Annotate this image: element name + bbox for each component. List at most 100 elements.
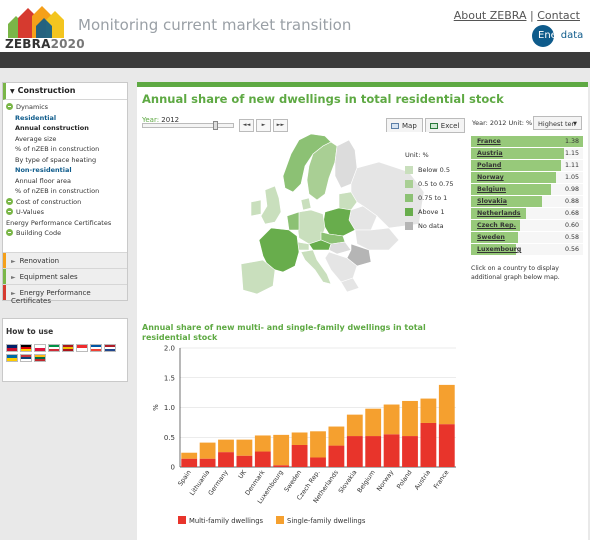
sidebar-group-item[interactable]: Cost of construction [6, 197, 127, 208]
excel-button[interactable]: Excel [424, 118, 466, 133]
ranking-row[interactable]: Luxembourg 0.56 [471, 243, 583, 255]
ranking-country-link[interactable]: Luxembourg [477, 245, 522, 253]
language-flag-icon[interactable] [76, 344, 88, 352]
ranking-row[interactable]: Slovakia 0.88 [471, 195, 583, 208]
language-flag-icon[interactable] [20, 354, 32, 362]
play-button[interactable]: ► [256, 119, 271, 132]
chart-title: Annual share of new multi- and single-fa… [142, 323, 426, 342]
sidebar-item[interactable]: Annual floor area [15, 176, 71, 185]
sidebar-item[interactable]: % of nZEB in construction [15, 145, 100, 153]
ranking-row[interactable]: Netherlands 0.68 [471, 207, 583, 219]
ranking-country-link[interactable]: Czech Rep. [477, 221, 516, 229]
ranking-bar [471, 171, 557, 184]
language-flag-icon[interactable] [48, 344, 60, 352]
language-flag-icon[interactable] [90, 344, 102, 352]
top-links: About ZEBRA | Contact [454, 9, 580, 22]
language-flag-icon[interactable] [6, 354, 18, 362]
sidebar-item[interactable]: By type of space heating [15, 155, 97, 164]
site-title: Monitoring current market transition [78, 16, 352, 34]
sidebar-section-construction[interactable]: ▼ Construction [3, 83, 127, 100]
language-flag-icon[interactable] [62, 344, 74, 352]
language-flag-icon[interactable] [34, 344, 46, 352]
ranking-value: 1.15 [564, 149, 579, 157]
about-link[interactable]: About ZEBRA [453, 9, 527, 22]
ranking-country-link[interactable]: Sweden [477, 233, 505, 241]
enerdata-logo[interactable]: Enerdata [532, 25, 583, 47]
ranking-row[interactable]: Czech Rep. 0.60 [471, 219, 583, 231]
sidebar-item[interactable]: % of nZEB in construction [15, 187, 100, 195]
legend-swatch [405, 208, 413, 216]
ranking-bar [471, 195, 543, 208]
country-sweden [306, 141, 338, 201]
country-italy [300, 249, 332, 285]
country-spain [240, 259, 276, 294]
bar-multi-family [181, 458, 198, 467]
bar-multi-family [199, 458, 216, 467]
x-tick-label: Spain [177, 469, 193, 487]
year-slider-handle[interactable] [213, 121, 218, 130]
language-flag-icon[interactable] [34, 354, 46, 362]
main-panel: Annual share of new dwellings in total r… [137, 82, 588, 540]
ranking-country-link[interactable]: Poland [477, 161, 502, 169]
country-uk [260, 185, 282, 225]
language-flag-icon[interactable] [104, 344, 116, 352]
sidebar-group-item[interactable]: U-Values [6, 207, 127, 218]
ranking-country-link[interactable]: Austria [477, 149, 503, 157]
language-flag-icon[interactable] [20, 344, 32, 352]
accordion-equip[interactable]: ► Equipment sales [3, 268, 127, 284]
ranking-value: 1.38 [564, 138, 579, 145]
language-flag-icon[interactable] [6, 344, 18, 352]
ranking-country-link[interactable]: France [477, 138, 501, 145]
sidebar-group-item[interactable]: Dynamics [6, 102, 127, 113]
triangle-down-icon: ▼ [10, 88, 15, 95]
x-tick-label: Austria [414, 469, 433, 491]
year-slider[interactable] [142, 121, 234, 130]
ranking-value: 0.58 [564, 233, 579, 241]
ranking-bar [471, 243, 517, 255]
collapse-circle-icon [6, 197, 13, 205]
map-legend: Unit: % Below 0.5 0.5 to 0.75 0.75 to 1 Abo… [405, 151, 459, 233]
ranking-bar [471, 159, 562, 172]
country-ireland [250, 199, 262, 217]
ranking-value: 0.68 [564, 209, 579, 217]
ranking-row[interactable]: Norway 1.05 [471, 171, 583, 184]
contact-link[interactable]: Contact [537, 9, 580, 22]
bar-multi-family [402, 436, 418, 467]
ranking-country-link[interactable]: Slovakia [477, 197, 507, 205]
bar-multi-family [420, 422, 437, 467]
ranking-row[interactable]: Belgium 0.98 [471, 183, 583, 196]
header-dark-bar [0, 52, 590, 68]
ranking-row[interactable]: France 1.38 [471, 136, 583, 148]
sort-select[interactable]: Highest ten ▼ [533, 116, 582, 130]
country-denmark [300, 197, 312, 211]
sidebar-subheading[interactable]: Residential [15, 113, 57, 122]
ranking-row[interactable]: Poland 1.11 [471, 159, 583, 172]
x-tick-label: UK [237, 468, 248, 480]
map-button[interactable]: Map [386, 118, 423, 133]
bar-single-family [310, 431, 326, 458]
x-tick-label: Slovakia [338, 469, 359, 495]
y-tick-label: 1.0 [164, 404, 175, 412]
ranking-row[interactable]: Austria 1.15 [471, 147, 583, 160]
legend-swatch [405, 166, 413, 174]
sidebar-item[interactable]: Energy Performance Certificates [6, 218, 112, 227]
fast-forward-button[interactable]: ►► [273, 119, 288, 132]
chart-legend-label: Multi-family dwellings [189, 517, 264, 525]
accordion-reno[interactable]: ► Renovation [3, 252, 127, 268]
ranking-row[interactable]: Sweden 0.58 [471, 231, 583, 243]
chart-legend-label: Single-family dwellings [287, 517, 366, 525]
rewind-button[interactable]: ◄◄ [239, 119, 254, 132]
sidebar-subheading[interactable]: Non-residential [15, 166, 72, 174]
legend-item: 0.5 to 0.75 [405, 177, 459, 191]
sidebar-group-item[interactable]: Building Code [6, 228, 127, 239]
ranking-country-link[interactable]: Norway [477, 173, 504, 181]
sidebar-item[interactable]: Average size [15, 134, 57, 143]
europe-map[interactable] [239, 132, 429, 294]
ranking-country-link[interactable]: Belgium [477, 185, 506, 193]
how-to-use-label: How to use [6, 327, 54, 336]
y-tick-label: 0.5 [164, 434, 175, 442]
ranking-country-link[interactable]: Netherlands [477, 209, 521, 217]
accordion-epc[interactable]: ► Energy Performance Certificates [3, 284, 127, 305]
sidebar-item[interactable]: Annual construction [15, 124, 89, 132]
